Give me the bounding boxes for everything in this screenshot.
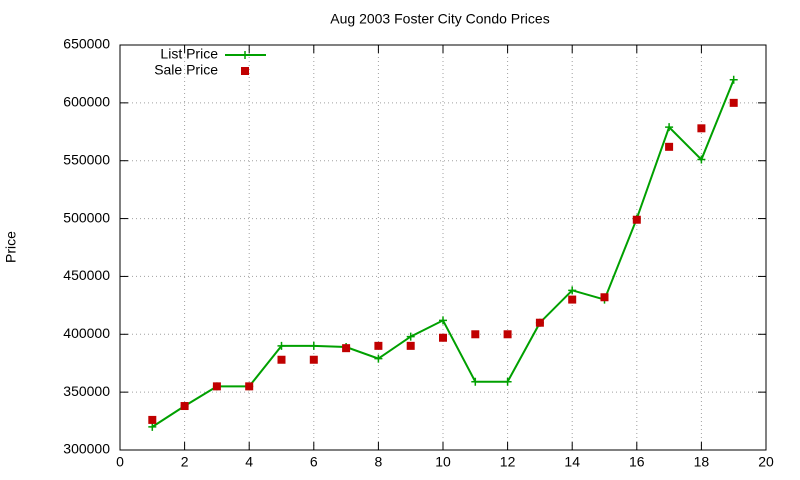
point-marker [729, 98, 738, 107]
x-tick-label: 12 [500, 454, 516, 470]
point-marker [245, 382, 254, 391]
point-marker [148, 422, 157, 431]
y-tick-label: 500000 [63, 209, 110, 225]
point-marker [471, 330, 480, 339]
point-marker [180, 402, 189, 411]
x-tick-label: 18 [694, 454, 710, 470]
x-tick-label: 0 [116, 454, 124, 470]
point-marker [148, 415, 157, 424]
x-tick-label: 16 [629, 454, 645, 470]
point-marker [729, 75, 738, 84]
point-marker [697, 124, 706, 133]
x-tick-label: 6 [310, 454, 318, 470]
y-tick-label: 400000 [63, 325, 110, 341]
point-marker [374, 354, 383, 363]
point-marker [309, 341, 318, 350]
point-marker [632, 215, 641, 224]
chart-title: Aug 2003 Foster City Condo Prices [330, 11, 549, 27]
x-tick-label: 14 [564, 454, 580, 470]
point-marker [439, 333, 447, 342]
x-tick-label: 20 [758, 454, 774, 470]
point-marker [406, 332, 415, 341]
point-marker [568, 286, 577, 295]
plot-border [119, 44, 767, 451]
legend-marker [241, 67, 249, 75]
point-marker [600, 293, 609, 302]
point-marker [374, 341, 383, 350]
y-tick-label: 600000 [63, 94, 110, 110]
y-tick-label: 450000 [63, 267, 110, 283]
point-marker [342, 344, 351, 353]
y-tick-label: 300000 [63, 441, 110, 457]
point-marker [503, 330, 512, 339]
point-marker [277, 355, 286, 364]
x-tick-label: 8 [375, 454, 383, 470]
legend-marker [241, 51, 249, 59]
point-marker [503, 377, 512, 386]
point-marker [665, 142, 674, 151]
point-marker [568, 295, 577, 304]
point-marker [535, 318, 544, 327]
x-tick-label: 10 [435, 454, 451, 470]
point-marker [309, 355, 318, 364]
legend-label: List Price [160, 46, 218, 62]
x-tick-label: 2 [181, 454, 189, 470]
y-tick-label: 350000 [63, 383, 110, 399]
legend-label: Sale Price [154, 62, 218, 78]
y-axis-label: Price [3, 231, 19, 263]
point-marker [212, 382, 221, 391]
point-marker [471, 377, 480, 386]
x-tick-label: 4 [245, 454, 253, 470]
y-tick-label: 650000 [63, 36, 110, 52]
point-marker [439, 316, 447, 325]
point-marker [697, 155, 706, 164]
point-marker [665, 123, 674, 132]
point-marker [277, 341, 286, 350]
point-marker [406, 341, 415, 350]
y-tick-label: 550000 [63, 151, 110, 167]
